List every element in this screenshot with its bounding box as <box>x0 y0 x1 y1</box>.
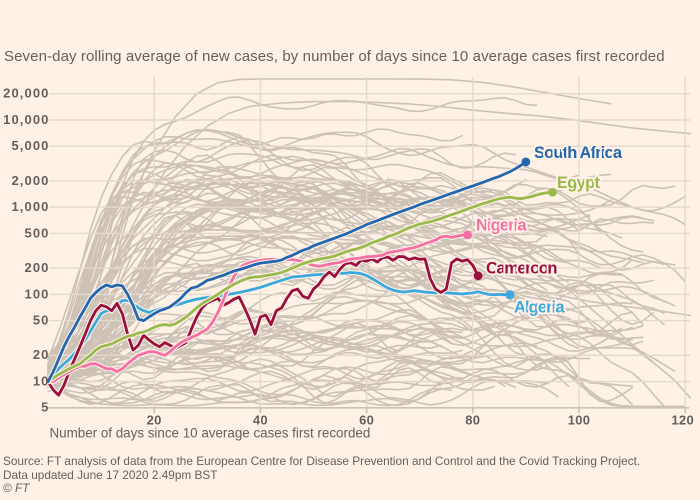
svg-text:10: 10 <box>33 374 50 389</box>
svg-text:Number of days since 10 averag: Number of days since 10 average cases fi… <box>50 426 371 441</box>
svg-text:100: 100 <box>25 286 50 301</box>
svg-text:20: 20 <box>33 347 50 362</box>
svg-text:© FT: © FT <box>3 481 30 495</box>
svg-text:Data updated June 17 2020 2.49: Data updated June 17 2020 2.49pm BST <box>3 468 217 482</box>
svg-text:20: 20 <box>147 413 162 428</box>
svg-text:500: 500 <box>25 225 50 240</box>
svg-text:120: 120 <box>671 413 694 428</box>
svg-text:200: 200 <box>25 260 50 275</box>
svg-text:5: 5 <box>41 400 49 415</box>
svg-text:Seven-day rolling average of n: Seven-day rolling average of new cases, … <box>4 48 665 65</box>
svg-text:South Africa: South Africa <box>534 144 623 162</box>
svg-text:Source: FT analysis of data fr: Source: FT analysis of data from the Eur… <box>3 454 640 468</box>
svg-text:Algeria: Algeria <box>514 299 565 317</box>
svg-text:2,000: 2,000 <box>11 173 49 188</box>
svg-text:1,000: 1,000 <box>11 199 49 214</box>
svg-text:Egypt: Egypt <box>557 174 601 192</box>
svg-text:Cameroon: Cameroon <box>486 260 558 278</box>
svg-text:20,000: 20,000 <box>3 86 49 101</box>
svg-text:5,000: 5,000 <box>11 138 49 153</box>
svg-text:Nigeria: Nigeria <box>476 217 527 235</box>
svg-text:80: 80 <box>465 413 480 428</box>
svg-text:50: 50 <box>33 313 50 328</box>
svg-text:60: 60 <box>359 413 374 428</box>
svg-text:40: 40 <box>253 413 268 428</box>
svg-text:100: 100 <box>568 413 591 428</box>
svg-text:10,000: 10,000 <box>3 112 49 127</box>
